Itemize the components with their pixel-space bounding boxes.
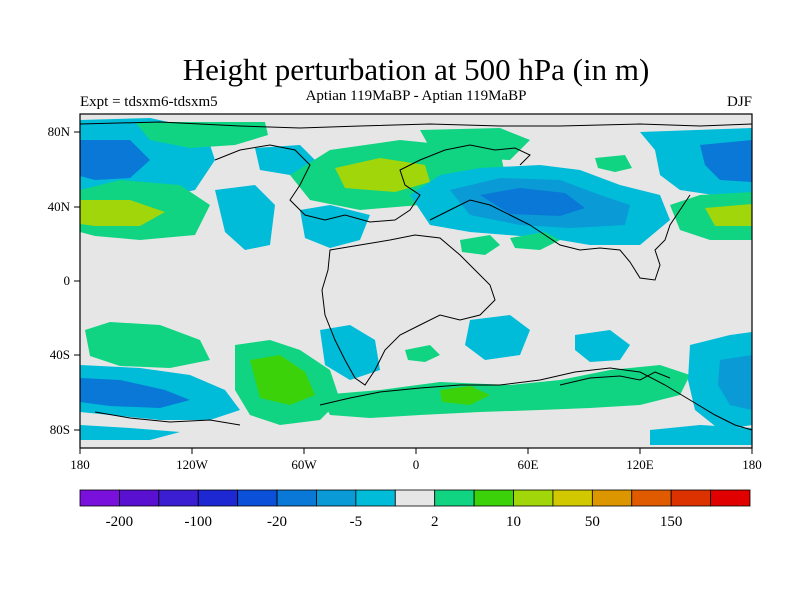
lon-label: 0 — [413, 457, 420, 472]
shade-ne-low-inner — [700, 140, 752, 182]
coast-south-america-africa — [321, 234, 496, 386]
colorbar-label: 10 — [506, 514, 521, 530]
lat-label: 0 — [64, 273, 71, 288]
shade-np-low-inner — [80, 140, 150, 180]
shade-east-asia-green-small — [595, 155, 632, 172]
shade-ne-high-inner — [705, 204, 752, 226]
colorbar: -200 -100 -20 -5 2 10 50 150 — [79, 489, 751, 530]
lon-label: 60E — [518, 457, 539, 472]
colorbar-label: -200 — [106, 514, 134, 530]
colorbar-boxes — [79, 489, 751, 507]
colorbar-box — [631, 489, 672, 507]
coast-sw-land — [94, 411, 241, 426]
colorbar-label: 50 — [585, 514, 600, 530]
colorbar-box — [79, 489, 120, 507]
colorbar-box — [434, 489, 475, 507]
colorbar-label: -5 — [350, 514, 363, 530]
colorbar-box — [394, 489, 436, 507]
shade-sp-far-low — [80, 425, 180, 440]
shade-sp-high-inner — [250, 355, 315, 405]
season-label: DJF — [726, 94, 752, 110]
map-field — [80, 114, 752, 448]
shade-npac-blue — [215, 185, 275, 250]
colorbar-box — [237, 489, 278, 507]
lon-label: 120W — [176, 457, 209, 472]
colorbar-box — [591, 489, 633, 507]
lon-labels: 180 120W 60W 0 60E 120E 180 — [70, 457, 762, 472]
lon-label: 120E — [626, 457, 654, 472]
lat-label: 40S — [50, 347, 70, 362]
colorbar-box — [276, 489, 317, 507]
coast-eurasia — [429, 194, 691, 281]
colorbar-box — [552, 489, 593, 507]
lat-label: 80S — [50, 422, 70, 437]
shade-sp-green-west — [85, 322, 210, 368]
colorbar-label: 2 — [431, 514, 439, 530]
colorbar-box — [158, 489, 199, 507]
shade-indian-cyan — [465, 315, 530, 360]
coast-austral-arc — [559, 371, 671, 386]
lon-label: 180 — [742, 457, 762, 472]
shade-sp-low-inner — [80, 378, 190, 408]
shade-se-blue — [718, 355, 752, 410]
plot-title: Height perturbation at 500 hPa (in m) — [182, 52, 650, 87]
colorbar-label: -100 — [184, 514, 212, 530]
axis-ticks — [74, 131, 753, 454]
shade-aus-cyan — [575, 330, 630, 362]
colorbar-box — [316, 489, 357, 507]
coast-north-america — [214, 144, 531, 223]
coast-arctic-top — [80, 121, 752, 129]
shade-na-north — [420, 128, 530, 160]
colorbar-box — [197, 489, 239, 507]
colorbar-box — [513, 489, 554, 507]
coast-antarctica — [319, 367, 752, 431]
colorbar-box — [473, 489, 514, 507]
period-label: Aptian 119MaBP - Aptian 119MaBP — [305, 88, 527, 104]
lat-labels: 80N 40N 0 40S 80S — [48, 124, 71, 437]
shade-southern-ocean-inner — [440, 386, 490, 405]
shade-arctic-green — [135, 122, 268, 148]
coastlines — [80, 121, 752, 431]
shade-subtropic-green — [460, 235, 500, 255]
shade-se-low-bottom — [650, 425, 752, 445]
shade-southern-ocean-band — [320, 365, 690, 418]
lat-label: 40N — [48, 199, 71, 214]
colorbar-label: 150 — [660, 514, 683, 530]
colorbar-box — [355, 489, 396, 507]
colorbar-label: -20 — [267, 514, 287, 530]
shade-eurasia-low-inner — [480, 188, 585, 216]
experiment-label: Expt = tdsxm6-tdsxm5 — [80, 94, 218, 110]
colorbar-box — [119, 489, 160, 507]
shade-np-high-inner — [80, 200, 165, 226]
shade-natl-blue — [300, 205, 370, 248]
colorbar-box — [710, 489, 751, 507]
lat-label: 80N — [48, 124, 71, 139]
colorbar-labels: -200 -100 -20 -5 2 10 50 150 — [106, 514, 683, 530]
shade-sa-green — [405, 345, 440, 362]
lon-label: 60W — [291, 457, 317, 472]
colorbar-box — [670, 489, 711, 507]
lon-label: 180 — [70, 457, 90, 472]
